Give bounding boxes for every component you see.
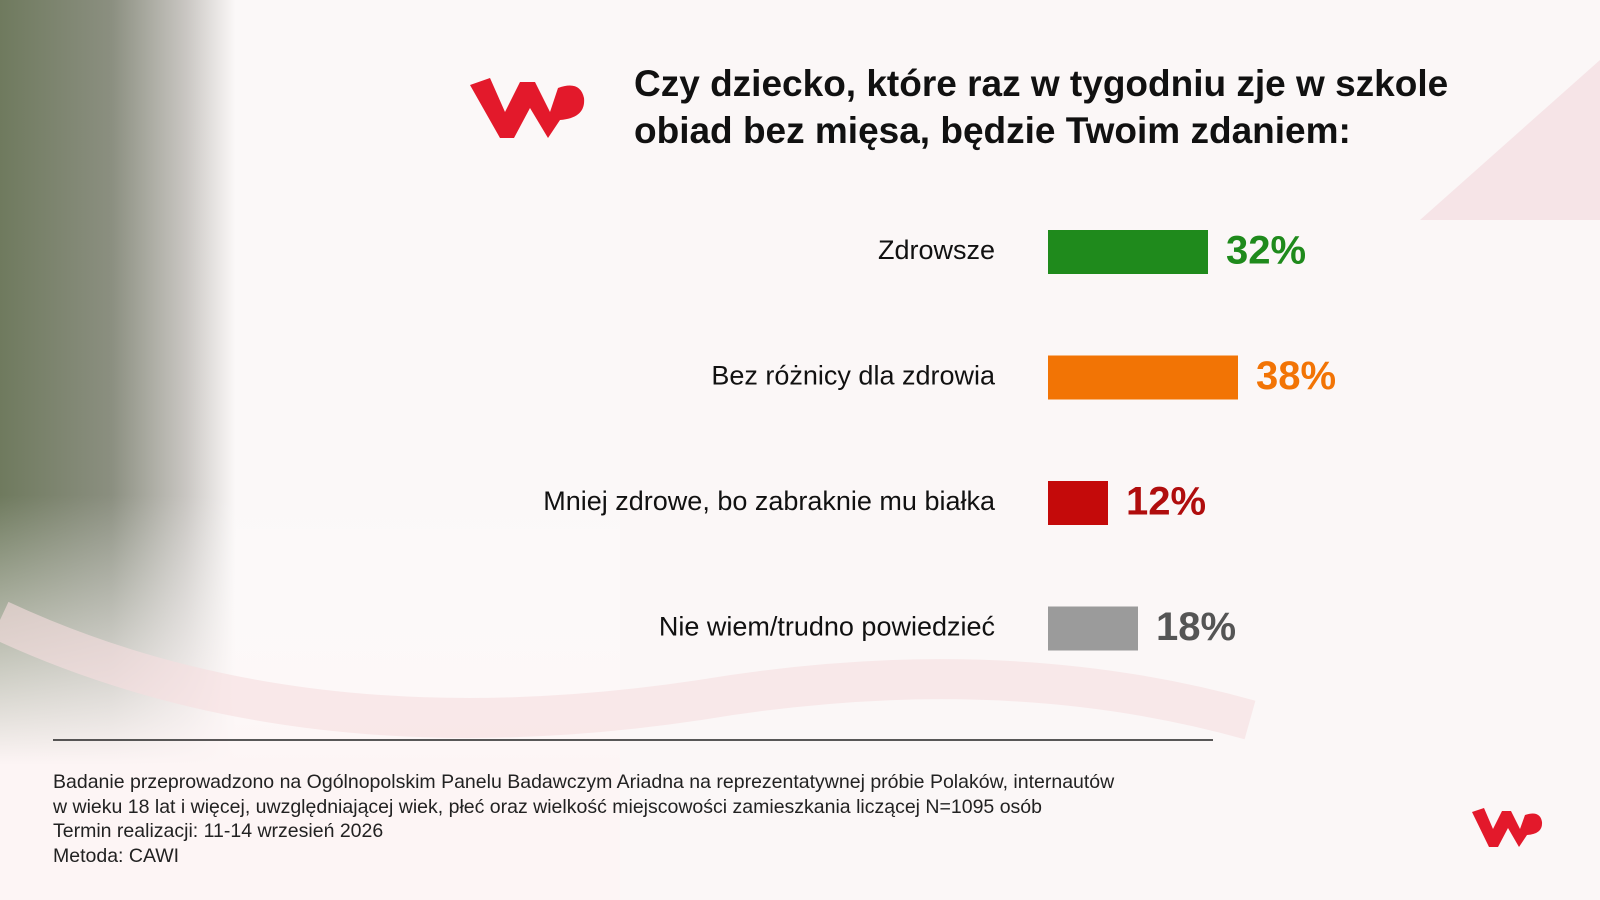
value-label: 18%: [1156, 605, 1236, 649]
footnotes: Badanie przeprowadzono na Ogólnopolskim …: [53, 770, 1114, 868]
bar: [1048, 481, 1108, 525]
footnote-line: Termin realizacji: 11-14 wrzesień 2026: [53, 820, 384, 842]
bar: [1048, 606, 1138, 651]
footnote-line: Metoda: CAWI: [53, 844, 180, 867]
category-label: Mniej zdrowe, bo zabraknie mu białka: [543, 486, 996, 516]
category-label: Nie wiem/trudno powiedzieć: [659, 612, 995, 642]
chart-title: Czy dziecko, które raz w tygodniu zje w …: [634, 63, 1449, 151]
category-label: Zdrowsze: [878, 235, 995, 265]
value-label: 12%: [1126, 480, 1206, 524]
footnote-line: Badanie przeprowadzono na Ogólnopolskim …: [53, 771, 1115, 793]
logo: [470, 78, 1543, 847]
bar: [1048, 230, 1208, 274]
value-label: 38%: [1256, 354, 1336, 398]
footnote-line: w wieku 18 lat i więcej, uwzględniającej…: [53, 795, 1042, 818]
bar: [1048, 355, 1238, 400]
category-label: Bez różnicy dla zdrowia: [711, 361, 996, 391]
value-label: 32%: [1226, 229, 1306, 273]
